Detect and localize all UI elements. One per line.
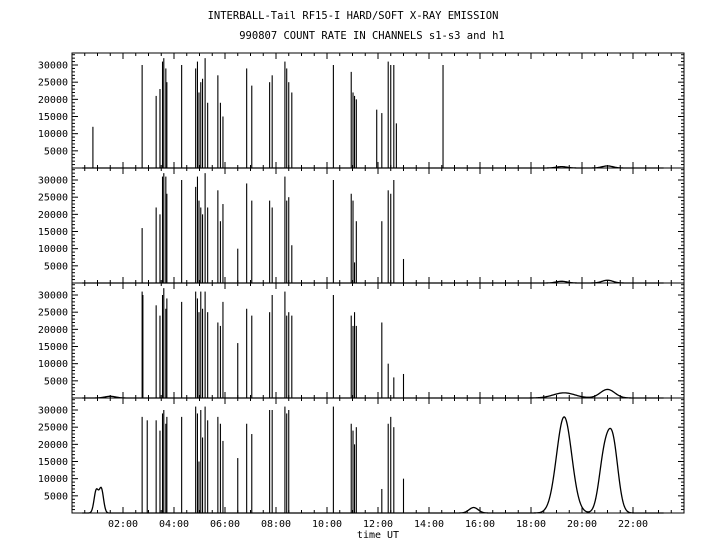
y-tick-label: 25000	[38, 423, 68, 434]
chart-title: INTERBALL-Tail RF15-I HARD/SOFT X-RAY EM…	[208, 10, 499, 22]
y-tick-label: 15000	[38, 457, 68, 468]
x-tick-label: 06:00	[210, 519, 240, 530]
panel-1: 5000 10000 15000 20000 25000 30000	[38, 52, 685, 169]
y-tick-label: 30000	[38, 176, 68, 187]
y-tick-label: 25000	[38, 78, 68, 89]
y-tick-label: 10000	[38, 359, 68, 370]
y-tick-label: 20000	[38, 95, 68, 106]
y-tick-label: 15000	[38, 342, 68, 353]
x-tick-label: 20:00	[567, 519, 597, 530]
x-tick-label: 12:00	[363, 519, 393, 530]
y-tick-label: 15000	[38, 227, 68, 238]
y-tick-label: 10000	[38, 129, 68, 140]
chart-subtitle: 990807 COUNT RATE IN CHANNELS s1-s3 and …	[239, 30, 505, 42]
y-tick-label: 15000	[38, 112, 68, 123]
panels-group: 5000 10000 15000 20000 25000 30000 5000 10000 15…	[38, 52, 685, 514]
y-tick-label: 30000	[38, 406, 68, 417]
x-tick-label: 04:00	[159, 519, 189, 530]
x-tick-label: 10:00	[312, 519, 342, 530]
x-tick-label: 22:00	[618, 519, 648, 530]
x-tick-label: 14:00	[414, 519, 444, 530]
y-tick-label: 25000	[38, 193, 68, 204]
y-tick-label: 30000	[38, 291, 68, 302]
y-tick-label: 10000	[38, 244, 68, 255]
y-tick-label: 10000	[38, 474, 68, 485]
x-tick-label: 16:00	[465, 519, 495, 530]
baseline-series	[82, 416, 664, 514]
y-tick-label: 5000	[44, 146, 68, 157]
x-tick-label: 08:00	[261, 519, 291, 530]
panel-4: 5000 10000 15000 20000 25000 30000	[38, 397, 685, 514]
y-tick-label: 5000	[44, 261, 68, 272]
x-tick-label: 02:00	[108, 519, 138, 530]
y-tick-label: 5000	[44, 491, 68, 502]
y-tick-label: 20000	[38, 440, 68, 451]
y-tick-label: 20000	[38, 210, 68, 221]
y-tick-label: 20000	[38, 325, 68, 336]
y-tick-label: 30000	[38, 61, 68, 72]
y-tick-label: 5000	[44, 376, 68, 387]
panel-2: 5000 10000 15000 20000 25000 30000	[38, 167, 685, 284]
x-axis-label: time UT	[357, 530, 399, 541]
y-tick-label: 25000	[38, 308, 68, 319]
x-tick-label: 18:00	[516, 519, 546, 530]
x-axis: 02:00 04:00 06:00 08:00 10:00 12:00 14:00 16:00…	[108, 519, 648, 530]
